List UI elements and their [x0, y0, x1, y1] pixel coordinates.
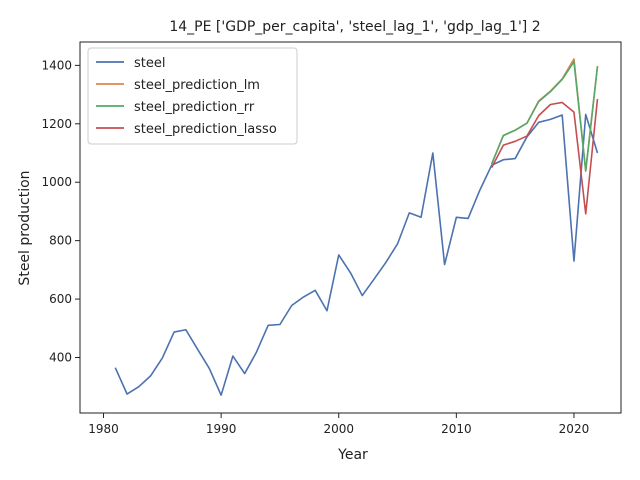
legend-label: steel_prediction_rr [134, 100, 255, 115]
x-tick-label: 2020 [559, 422, 590, 436]
plot-frame [79, 41, 622, 414]
y-tick-label: 600 [49, 292, 72, 306]
series-layer [114, 58, 599, 396]
series-line-steel [114, 113, 599, 396]
series-line-steel-prediction-lasso [490, 98, 599, 215]
series-line-steel-prediction-rr [490, 61, 599, 172]
legend: steel steel_prediction_lm steel_prediction… [87, 47, 298, 145]
y-tick-label: 1400 [41, 58, 72, 72]
y-axis-ticks: 400 600 800 1000 1200 1400 [41, 58, 80, 364]
legend-label: steel [134, 56, 165, 71]
x-axis-ticks: 1980 1990 2000 2010 2020 [88, 413, 589, 436]
y-tick-label: 1200 [41, 117, 72, 131]
x-tick-label: 2010 [441, 422, 472, 436]
x-axis-label: Year [337, 447, 368, 463]
chart-title: 14_PE ['GDP_per_capita', 'steel_lag_1', … [169, 19, 540, 35]
y-axis-label: Steel production [17, 170, 33, 285]
legend-box [87, 47, 298, 145]
x-tick-label: 2000 [323, 422, 354, 436]
legend-label: steel_prediction_lasso [134, 122, 277, 137]
y-tick-label: 400 [49, 350, 72, 364]
x-tick-label: 1990 [206, 422, 237, 436]
x-tick-label: 1980 [88, 422, 119, 436]
y-tick-label: 1000 [41, 175, 72, 189]
y-tick-label: 800 [49, 234, 72, 248]
legend-label: steel_prediction_lm [134, 78, 260, 93]
